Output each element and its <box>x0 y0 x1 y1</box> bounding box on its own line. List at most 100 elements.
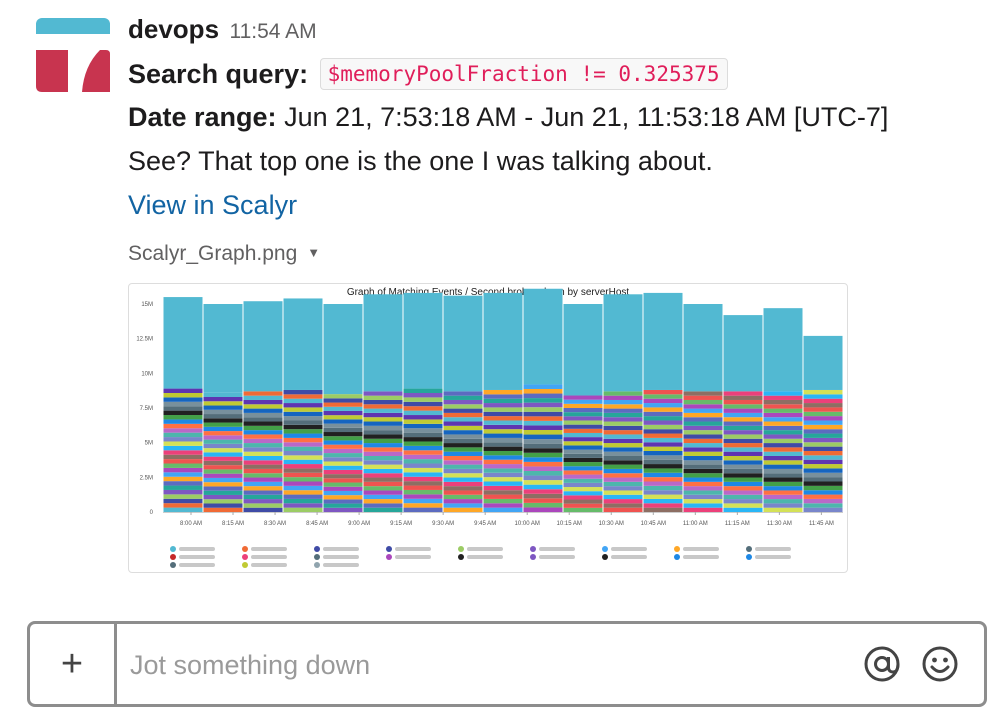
bar-segment <box>643 481 683 486</box>
legend-label-blurred <box>251 547 287 551</box>
legend-label-blurred <box>179 555 215 559</box>
bar-segment <box>283 459 323 465</box>
bar-segment <box>403 467 443 473</box>
bar-segment <box>723 455 763 461</box>
x-tick-label: 8:15 AM <box>222 521 244 527</box>
bar-segment <box>603 468 643 474</box>
bar-segment <box>163 503 203 508</box>
bar-segment <box>283 472 323 478</box>
bar-segment <box>683 503 723 508</box>
bar-segment <box>603 425 643 431</box>
legend-label-blurred <box>755 555 791 559</box>
bar-segment <box>243 490 283 495</box>
bar-segment <box>283 494 323 499</box>
bar-segment <box>363 503 403 508</box>
bar-segment <box>523 480 563 485</box>
bar-segment <box>643 429 683 434</box>
bar-segment <box>243 408 283 413</box>
legend-swatch <box>746 546 752 552</box>
bar-segment <box>723 391 763 396</box>
legend-label-blurred <box>611 555 647 559</box>
bar-top-segment <box>683 304 723 392</box>
bar-segment <box>283 481 323 486</box>
bar-segment <box>363 460 403 465</box>
date-range-value: Jun 21, 7:53:18 AM - Jun 21, 11:53:18 AM… <box>284 102 889 132</box>
bar-segment <box>763 494 803 500</box>
bar-segment <box>803 464 843 469</box>
legend-label-blurred <box>539 547 575 551</box>
bar-segment <box>243 425 283 431</box>
bar-segment <box>163 392 203 398</box>
bar-segment <box>563 420 603 425</box>
attachment-graph-image[interactable]: Graph of Matching Events / Second broken… <box>128 283 848 573</box>
bar-segment <box>403 481 443 486</box>
bar-segment <box>643 420 683 425</box>
message-timestamp[interactable]: 11:54 AM <box>229 20 317 43</box>
bar-segment <box>203 486 243 491</box>
bar-segment <box>363 473 403 478</box>
bar-segment <box>803 437 843 443</box>
bar-segment <box>283 455 323 460</box>
bar-segment <box>163 445 203 451</box>
bar-segment <box>763 481 803 487</box>
emoji-picker-icon[interactable] <box>920 644 960 684</box>
bar-segment <box>523 411 563 417</box>
sender-name[interactable]: devops <box>128 14 220 44</box>
legend-swatch <box>242 562 248 568</box>
bar-segment <box>603 391 643 396</box>
message-input[interactable] <box>128 640 832 690</box>
bar-segment <box>603 460 643 465</box>
bar-segment <box>483 437 523 443</box>
bar-segment <box>243 391 283 396</box>
bar-segment <box>483 416 523 421</box>
bar-segment <box>483 494 523 499</box>
legend-swatch <box>530 546 536 552</box>
bar-segment <box>603 503 643 508</box>
bar-segment <box>203 443 243 449</box>
bar-segment <box>243 395 283 400</box>
bar-top-segment <box>163 297 203 389</box>
bar-segment <box>643 477 683 482</box>
bar-segment <box>523 484 563 490</box>
bar-segment <box>443 451 483 456</box>
bar-segment <box>243 421 283 426</box>
legend-label-blurred <box>251 555 287 559</box>
bar-segment <box>323 415 363 420</box>
bar-segment <box>683 404 723 409</box>
bar-segment <box>403 472 443 477</box>
bar-segment <box>443 417 483 422</box>
bar-segment <box>483 481 523 486</box>
bar-segment <box>323 499 363 504</box>
legend-swatch <box>386 554 392 560</box>
bar-segment <box>523 420 563 426</box>
bar-segment <box>763 477 803 482</box>
bar-segment <box>363 421 403 426</box>
attachment-header[interactable]: Scalyr_Graph.png ▼ <box>128 242 320 266</box>
bar-segment <box>283 433 323 438</box>
bar-segment <box>723 451 763 456</box>
bar-segment <box>163 472 203 477</box>
legend-label-blurred <box>539 555 575 559</box>
devops-avatar[interactable] <box>36 18 110 92</box>
bar-segment <box>763 425 803 431</box>
bar-segment <box>603 455 643 461</box>
bar-segment <box>243 451 283 456</box>
mention-at-icon[interactable] <box>862 644 902 684</box>
legend-label-blurred <box>395 555 431 559</box>
view-in-scalyr-link[interactable]: View in Scalyr <box>128 190 298 220</box>
bar-segment <box>803 481 843 486</box>
bar-segment <box>603 447 643 452</box>
bar-segment <box>643 450 683 456</box>
bar-segment <box>243 447 283 452</box>
legend-label-blurred <box>323 547 359 551</box>
attachment-menu-caret-icon[interactable]: ▼ <box>307 245 321 260</box>
legend-swatch <box>458 546 464 552</box>
date-range-line: Date range: Jun 21, 7:53:18 AM - Jun 21,… <box>128 102 888 133</box>
bar-segment <box>283 403 323 408</box>
attachment-filename[interactable]: Scalyr_Graph.png <box>128 242 298 265</box>
add-attachment-button[interactable]: + <box>30 624 117 704</box>
bar-segment <box>243 434 283 439</box>
legend-label-blurred <box>323 555 359 559</box>
bar-segment <box>203 397 243 402</box>
bar-segment <box>363 477 403 482</box>
